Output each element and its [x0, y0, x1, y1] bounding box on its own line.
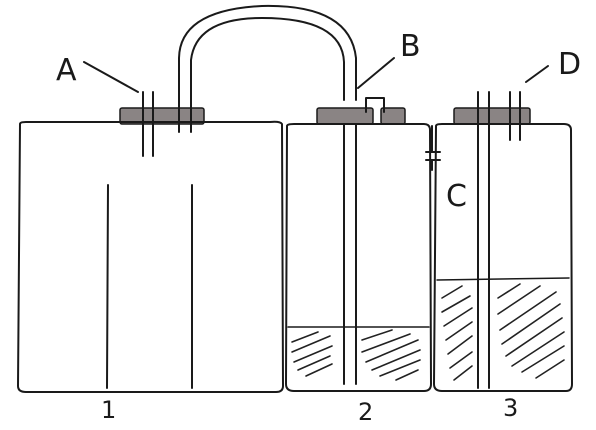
liquid-hatch-3	[441, 283, 565, 381]
tube-d	[509, 91, 521, 141]
stopper-bottle-3	[453, 107, 531, 125]
bottle-2	[285, 97, 432, 392]
stopper-bottle-1	[119, 107, 205, 125]
siphon-tube	[178, 4, 357, 385]
tube-a	[142, 91, 154, 157]
label-d: D	[558, 47, 581, 82]
bottle-3-long-tube	[477, 91, 490, 389]
liquid-hatch-2	[291, 329, 421, 381]
liquid-surface-3	[436, 277, 570, 281]
label-bottle-3: 3	[503, 394, 518, 422]
label-c: C	[446, 179, 467, 214]
label-a: A	[56, 53, 77, 88]
label-b: B	[400, 29, 421, 64]
label-bottle-1: 1	[101, 396, 116, 424]
tube-c	[425, 125, 441, 171]
leader-lines	[83, 57, 549, 93]
tube-a-inner-1	[106, 184, 109, 389]
stopper-bottle-2-left	[316, 107, 374, 125]
bottle-1	[17, 120, 284, 393]
vent-tube-b	[365, 97, 385, 113]
bottle-3	[433, 123, 573, 392]
label-bottle-2: 2	[358, 398, 373, 426]
